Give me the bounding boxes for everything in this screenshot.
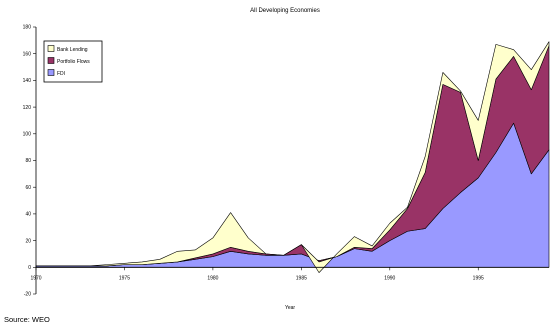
x-tick-label: 1970: [30, 275, 41, 281]
chart-title: All Developing Economies: [250, 8, 320, 14]
area-series-bank-lending: [35, 41, 550, 273]
y-tick-label: 100: [23, 132, 32, 138]
x-tick-label: 1995: [473, 275, 484, 281]
legend-label: Portfolio Flows: [57, 59, 90, 65]
x-tick-label: 1980: [207, 275, 218, 281]
y-tick-label: 0: [28, 265, 31, 271]
y-tick-labels: -20 0 20 40 60 80 100 120 140 160 180: [23, 25, 32, 298]
y-tick-label: 120: [23, 105, 32, 111]
legend: Bank Lending Portfolio Flows FDI: [43, 40, 103, 83]
legend-swatch: [47, 45, 55, 52]
y-tick-label: 60: [25, 185, 31, 191]
x-axis-label: Year: [285, 305, 295, 311]
legend-label: FDI: [57, 71, 65, 77]
x-tick-label: 1975: [119, 275, 130, 281]
area-series-group: [35, 41, 550, 273]
y-tick-label: 160: [23, 51, 32, 57]
axes-group: [33, 26, 549, 295]
x-tick-labels: 1970 1975 1980 1985 1990 1995: [30, 275, 484, 281]
x-tick-label: 1990: [384, 275, 395, 281]
y-tick-label: 20: [25, 238, 31, 244]
source-note: Source: WEO: [4, 315, 50, 324]
y-tick-label: 180: [23, 25, 32, 31]
y-tick-label: 140: [23, 78, 32, 84]
y-tick-label: 40: [25, 212, 31, 218]
legend-swatch: [47, 57, 55, 64]
legend-label: Bank Lending: [57, 47, 88, 53]
x-tick-label: 1985: [296, 275, 307, 281]
legend-swatch: [47, 69, 55, 76]
y-tick-label: 80: [25, 158, 31, 164]
y-tick-label: -20: [24, 292, 31, 298]
